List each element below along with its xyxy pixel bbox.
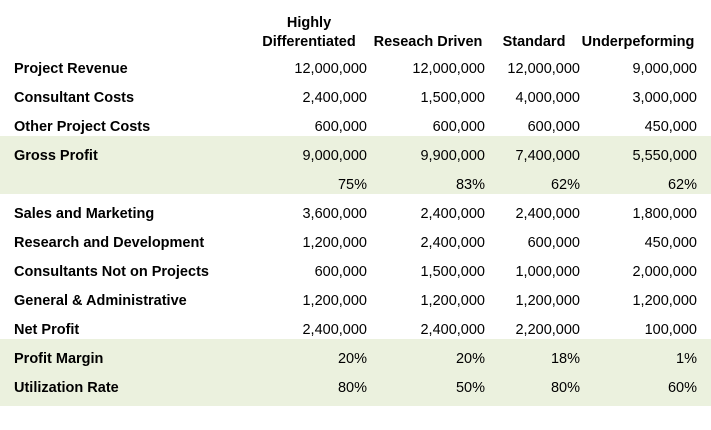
- row-label: Net Profit: [14, 322, 80, 338]
- cell-value: 20%: [455, 351, 485, 367]
- cell-value: 12,000,000: [507, 61, 580, 77]
- cell-value: 12,000,000: [412, 61, 485, 77]
- cell-value: 80%: [337, 380, 367, 396]
- cell-value: 1,200,000: [515, 293, 580, 309]
- column-header-underperforming: Underpeforming: [581, 34, 695, 50]
- cell-value: 1,800,000: [632, 206, 697, 222]
- table-header: Highly Differentiated Reseach Driven Sta…: [0, 0, 711, 57]
- row-label: Sales and Marketing: [14, 206, 155, 222]
- row-label: General & Administrative: [14, 293, 187, 309]
- cell-value: 1,000,000: [515, 264, 580, 280]
- cell-value: 100,000: [644, 322, 697, 338]
- table-row: Sales and Marketing 3,600,000 2,400,000 …: [0, 200, 711, 229]
- cell-value: 2,400,000: [515, 206, 580, 222]
- cell-value: 12,000,000: [294, 61, 367, 77]
- table-row: General & Administrative 1,200,000 1,200…: [0, 287, 711, 316]
- cell-value: 3,000,000: [632, 90, 697, 106]
- cell-value: 3,600,000: [302, 206, 367, 222]
- column-header-highly-differentiated: Highly Differentiated: [262, 15, 356, 50]
- shaded-block-gross-profit: [0, 136, 711, 194]
- cell-value: 9,900,000: [420, 148, 485, 164]
- cell-value: 7,400,000: [515, 148, 580, 164]
- cell-value: 60%: [667, 380, 697, 396]
- cell-value: 4,000,000: [515, 90, 580, 106]
- cell-value: 1,500,000: [420, 264, 485, 280]
- row-label: Utilization Rate: [14, 380, 119, 396]
- table-row: 75% 83% 62% 62%: [0, 171, 711, 200]
- cell-value: 2,000,000: [632, 264, 697, 280]
- row-label: Consultants Not on Projects: [14, 264, 209, 280]
- row-label: Project Revenue: [14, 61, 128, 77]
- row-label: Profit Margin: [14, 351, 104, 367]
- cell-value: 20%: [337, 351, 367, 367]
- cell-value: 1%: [676, 351, 697, 367]
- cell-value: 600,000: [432, 119, 485, 135]
- row-label: Gross Profit: [14, 148, 98, 164]
- table-row: Gross Profit 9,000,000 9,900,000 7,400,0…: [0, 142, 711, 171]
- cell-value: 2,200,000: [515, 322, 580, 338]
- column-header-standard: Standard: [502, 34, 566, 50]
- cell-value: 2,400,000: [420, 322, 485, 338]
- cell-value: 600,000: [527, 235, 580, 251]
- table-row: Consultant Costs 2,400,000 1,500,000 4,0…: [0, 84, 711, 113]
- table-row: Research and Development 1,200,000 2,400…: [0, 229, 711, 258]
- cell-value: 600,000: [527, 119, 580, 135]
- table-row: Project Revenue 12,000,000 12,000,000 12…: [0, 55, 711, 84]
- table-row: Consultants Not on Projects 600,000 1,50…: [0, 258, 711, 287]
- cell-value: 1,200,000: [420, 293, 485, 309]
- table-row: Utilization Rate 80% 50% 80% 60%: [0, 374, 711, 403]
- cell-value: 1,500,000: [420, 90, 485, 106]
- cell-value: 2,400,000: [302, 322, 367, 338]
- row-label: Other Project Costs: [14, 119, 151, 135]
- cell-value: 75%: [337, 177, 367, 193]
- cell-value: 450,000: [644, 119, 697, 135]
- cell-value: 450,000: [644, 235, 697, 251]
- cell-value: 80%: [550, 380, 580, 396]
- table-row: Profit Margin 20% 20% 18% 1%: [0, 345, 711, 374]
- cell-value: 2,400,000: [302, 90, 367, 106]
- cell-value: 1,200,000: [302, 235, 367, 251]
- cell-value: 1,200,000: [632, 293, 697, 309]
- row-label: Consultant Costs: [14, 90, 135, 106]
- cell-value: 5,550,000: [632, 148, 697, 164]
- cell-value: 50%: [455, 380, 485, 396]
- cell-value: 83%: [455, 177, 485, 193]
- cell-value: 600,000: [314, 264, 367, 280]
- cell-value: 600,000: [314, 119, 367, 135]
- cell-value: 62%: [667, 177, 697, 193]
- cell-value: 9,000,000: [302, 148, 367, 164]
- cell-value: 2,400,000: [420, 206, 485, 222]
- shaded-block-margins: [0, 339, 711, 406]
- cell-value: 18%: [550, 351, 580, 367]
- table-row: Other Project Costs 600,000 600,000 600,…: [0, 113, 711, 142]
- cell-value: 62%: [550, 177, 580, 193]
- cell-value: 1,200,000: [302, 293, 367, 309]
- cell-value: 2,400,000: [420, 235, 485, 251]
- column-header-research-driven: Reseach Driven: [373, 34, 483, 50]
- table-row: Net Profit 2,400,000 2,400,000 2,200,000…: [0, 316, 711, 345]
- row-label: Research and Development: [14, 235, 205, 251]
- cell-value: 9,000,000: [632, 61, 697, 77]
